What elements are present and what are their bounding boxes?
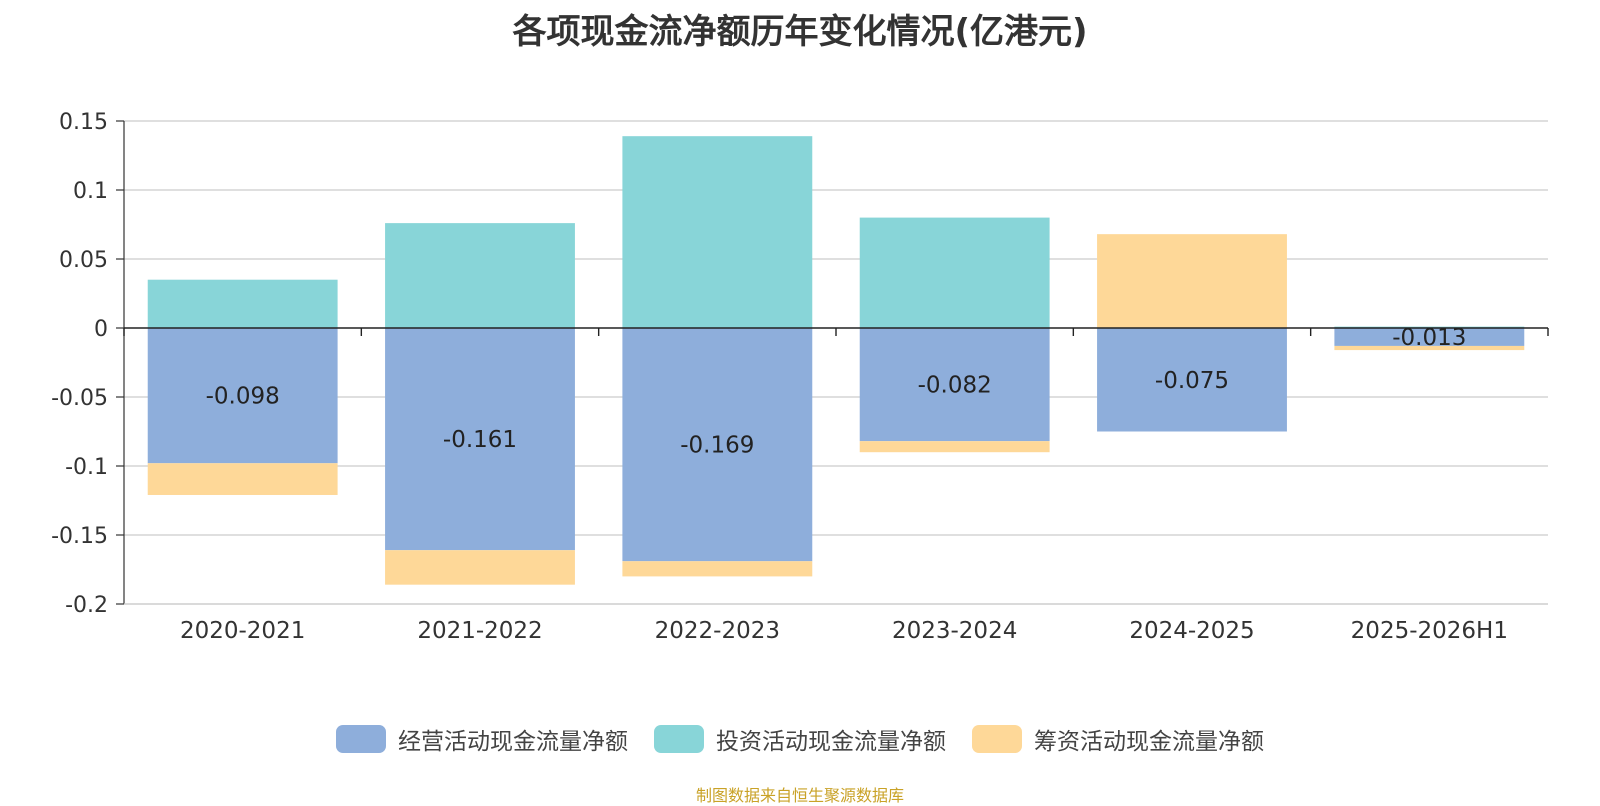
bar-segment [385,550,575,585]
x-tick-label: 2021-2022 [417,618,542,644]
legend-label-financing: 筹资活动现金流量净额 [1034,729,1264,755]
chart-plot: 0.15 0.1 0.05 0 -0.05 -0.1 -0.15 -0.2 -0.098 2020… [51,110,1549,644]
legend-item-operating[interactable]: 经营活动现金流量净额 [336,722,628,756]
bar-segment [859,328,1050,442]
bar-data-label: -0.075 [1155,368,1229,394]
bar-segment [622,561,813,577]
bar-data-label: -0.082 [918,373,992,399]
x-tick-label: 2022-2023 [655,618,780,644]
y-tick-label: 0 [94,317,108,342]
legend-swatch-investing [654,725,704,753]
y-tick-label: -0.15 [51,524,108,549]
legend-item-financing[interactable]: 筹资活动现金流量净额 [972,722,1264,756]
legend-label-investing: 投资活动现金流量净额 [716,729,946,755]
bar-segment [859,441,1050,453]
bar-segment [622,136,813,328]
bar-segment [147,463,338,495]
bar-segment [1334,345,1525,351]
y-tick-label: -0.05 [51,386,108,411]
bar-data-label: -0.098 [206,384,280,410]
x-tick-label: 2023-2024 [892,618,1017,644]
bar-data-label: -0.161 [443,427,517,453]
y-tick-label: 0.05 [59,248,108,273]
bar-segment [1334,328,1525,346]
y-tick-label: 0.1 [73,179,108,204]
bar-segment [385,328,575,551]
bar-data-label: -0.169 [680,433,754,459]
bar-data-label: -0.013 [1392,325,1466,351]
bar-segment [859,217,1050,328]
x-tick-label: 2024-2025 [1129,618,1254,644]
bar-segment [147,279,338,328]
legend-item-investing[interactable]: 投资活动现金流量净额 [654,722,946,756]
x-tick-label: 2020-2021 [180,618,305,644]
bar-segment [1097,234,1287,328]
legend-label-operating: 经营活动现金流量净额 [398,729,628,755]
bar-segment [147,328,338,464]
legend-swatch-financing [972,725,1022,753]
x-tick-label: 2025-2026H1 [1351,618,1508,644]
chart-title: 各项现金流净额历年变化情况(亿港元) [512,12,1088,52]
legend-swatch-operating [336,725,386,753]
y-tick-label: -0.2 [65,593,108,618]
y-tick-label: -0.1 [65,455,108,480]
source-note: 制图数据来自恒生聚源数据库 [695,786,904,805]
bar-segment [1097,328,1287,432]
chart-legend: 经营活动现金流量净额 投资活动现金流量净额 筹资活动现金流量净额 [0,722,1600,756]
y-tick-label: 0.15 [59,110,108,135]
bar-segment [622,328,813,562]
bar-segment [385,223,575,328]
